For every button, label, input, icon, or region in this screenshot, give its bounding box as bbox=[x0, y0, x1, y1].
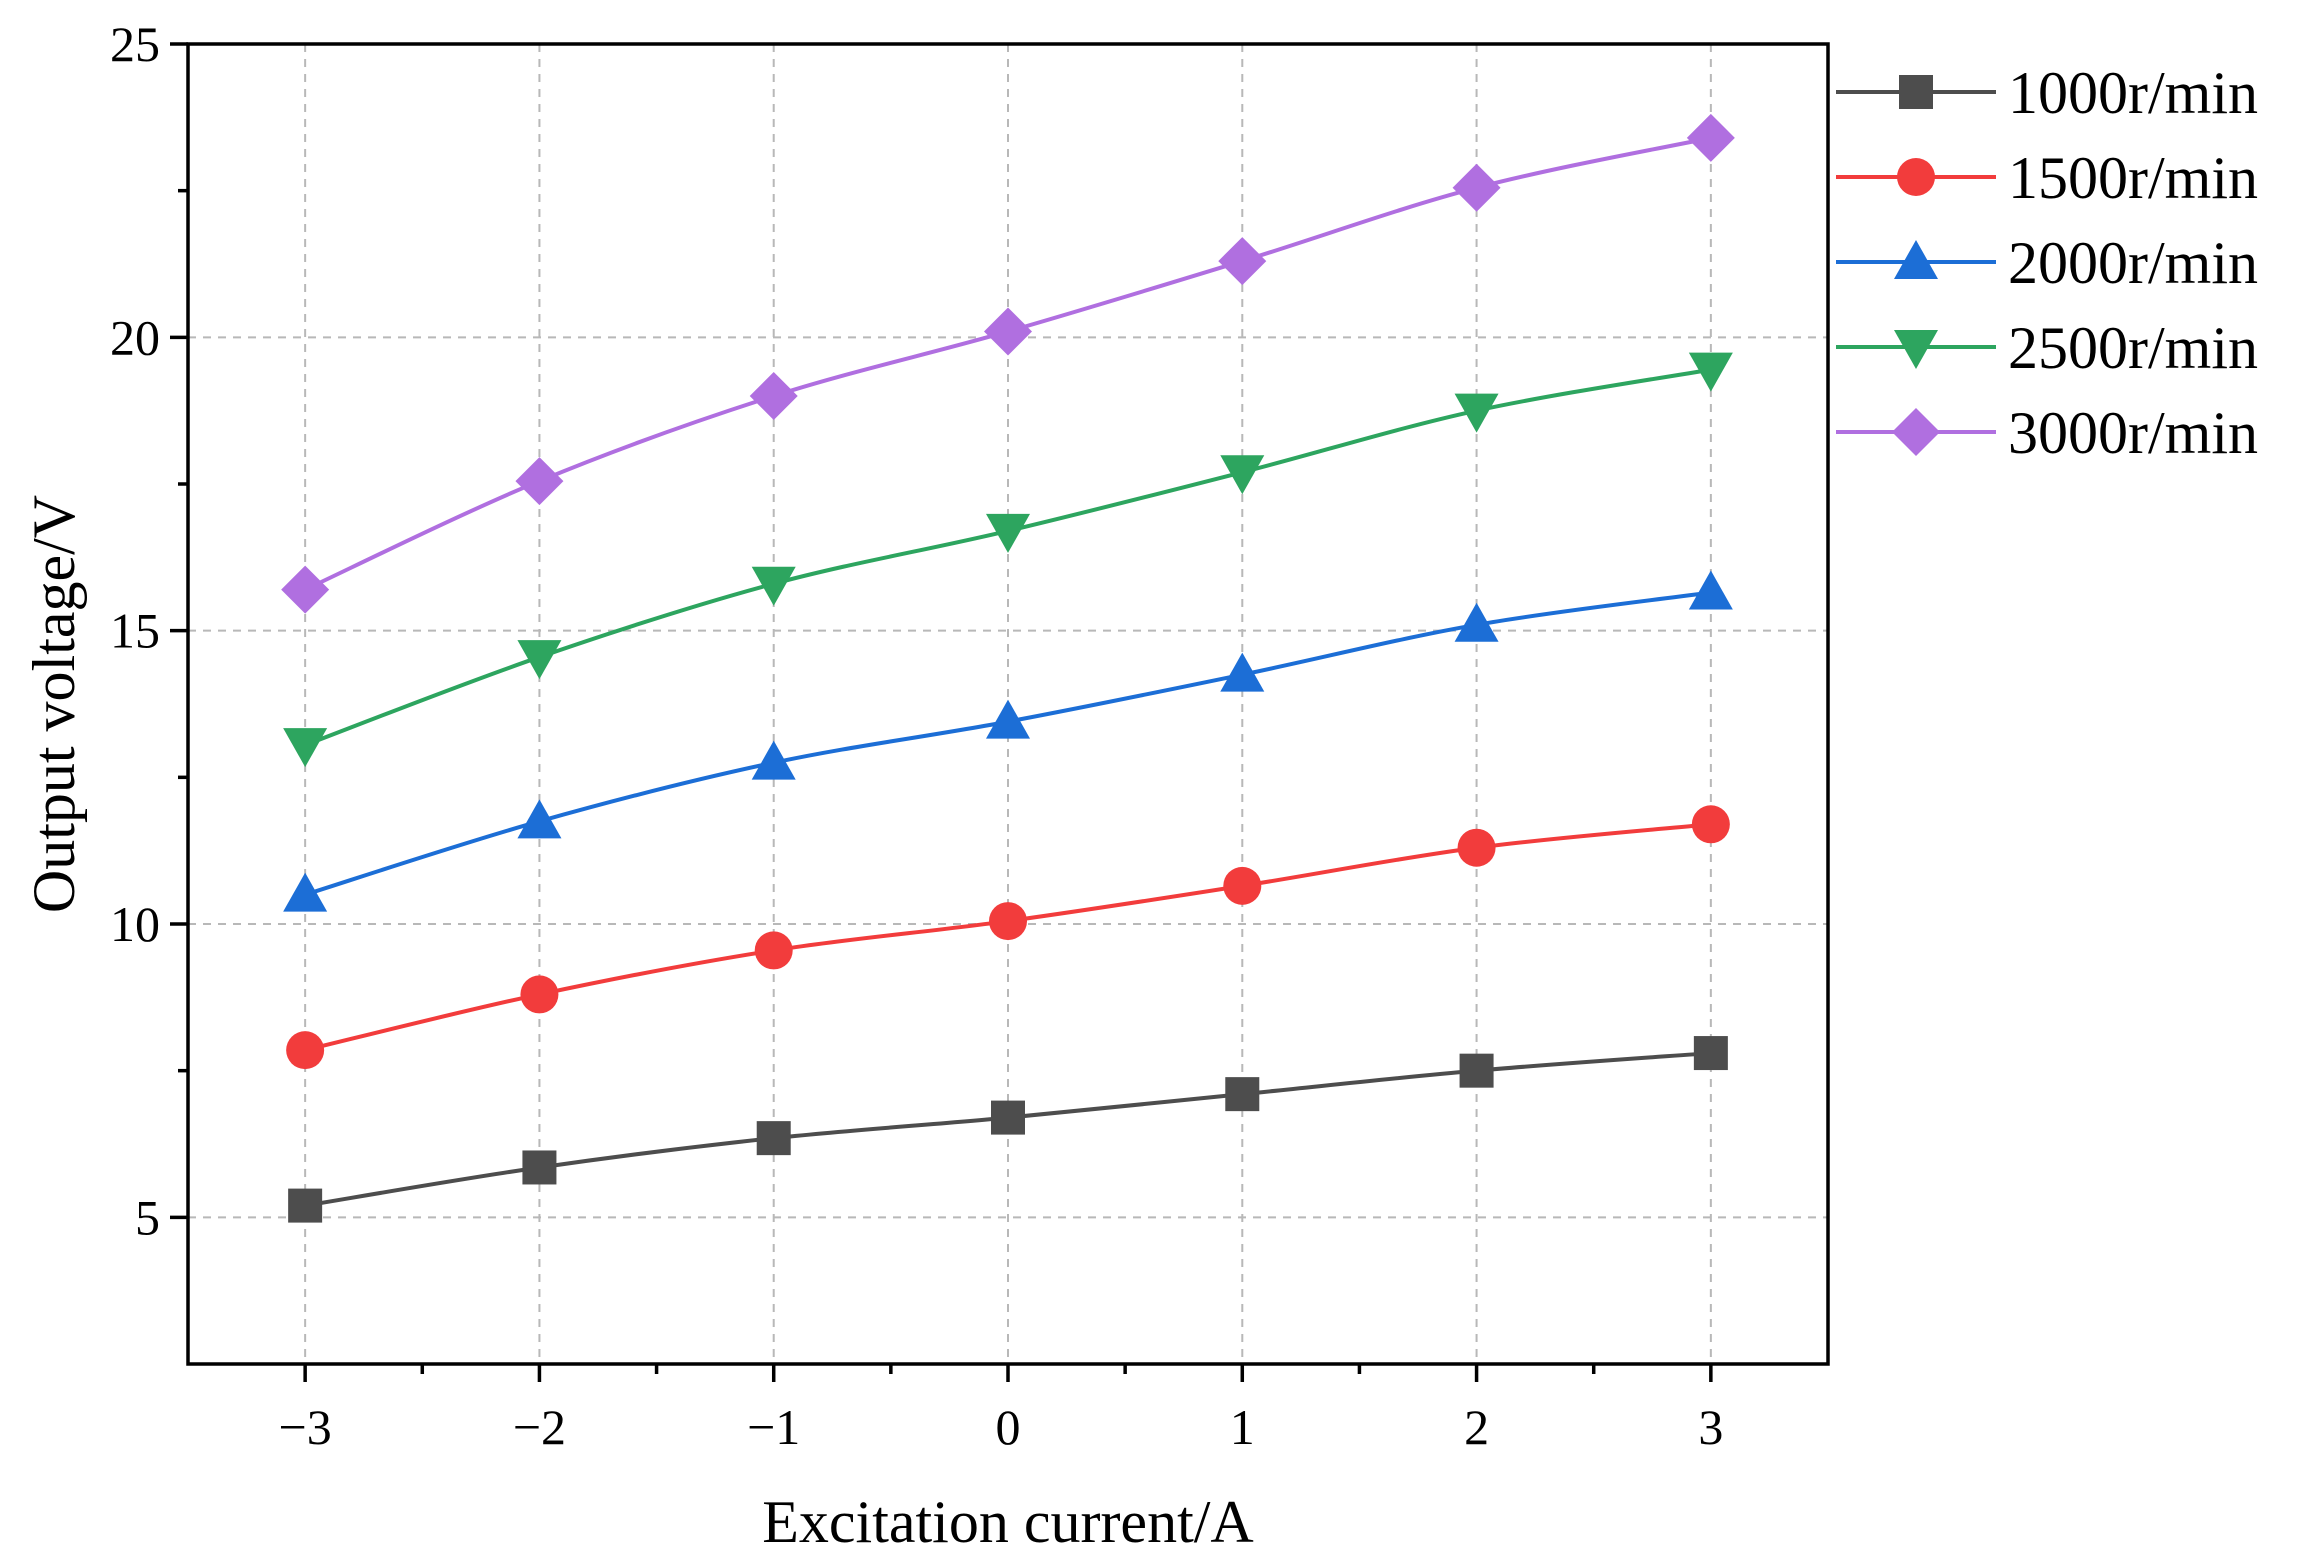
data-point bbox=[1454, 602, 1499, 642]
y-tick-label: 25 bbox=[110, 16, 160, 72]
legend-label: 2000r/min bbox=[2008, 230, 2258, 296]
data-point bbox=[1220, 652, 1265, 692]
data-point bbox=[1220, 455, 1265, 495]
data-point bbox=[756, 1121, 791, 1156]
legend-entry: 1500r/min bbox=[1836, 145, 2258, 211]
legend-marker bbox=[1892, 408, 1940, 456]
x-tick-label: −3 bbox=[279, 1399, 332, 1455]
legend-entry: 1000r/min bbox=[1836, 60, 2258, 126]
data-point bbox=[751, 740, 796, 780]
data-point bbox=[286, 1031, 325, 1070]
legend-label: 1500r/min bbox=[2008, 145, 2258, 211]
legend-entry: 3000r/min bbox=[1836, 400, 2258, 466]
data-point bbox=[1454, 393, 1499, 433]
data-point bbox=[1457, 828, 1496, 867]
y-axis-title: Output voltage/V bbox=[21, 495, 87, 913]
data-point bbox=[517, 799, 562, 839]
series-1500r-min bbox=[286, 805, 1730, 1070]
data-point bbox=[515, 457, 564, 506]
data-point bbox=[283, 728, 328, 768]
series-layer bbox=[281, 113, 1735, 1223]
legend-marker bbox=[1897, 158, 1935, 196]
x-tick-label: 1 bbox=[1230, 1399, 1255, 1455]
data-point bbox=[1691, 805, 1730, 844]
x-tick-label: 2 bbox=[1464, 1399, 1489, 1455]
x-axis-title: Excitation current/A bbox=[762, 1489, 1253, 1555]
data-point bbox=[984, 307, 1032, 356]
legend-label: 2500r/min bbox=[2008, 315, 2258, 381]
data-point bbox=[1459, 1053, 1494, 1088]
data-point bbox=[288, 1188, 323, 1223]
data-point bbox=[989, 902, 1027, 941]
tick-labels: −3 −2 −1 0 1 2 3 5 10 15 20 25 bbox=[110, 16, 1723, 1455]
data-point bbox=[1693, 1036, 1728, 1071]
y-tick-label: 20 bbox=[110, 309, 160, 365]
data-point bbox=[1452, 163, 1501, 212]
legend-label: 3000r/min bbox=[2008, 400, 2258, 466]
legend-entry: 2500r/min bbox=[1836, 315, 2258, 381]
x-tick-label: 3 bbox=[1698, 1399, 1723, 1455]
legend-marker bbox=[1894, 330, 1938, 369]
data-point bbox=[1225, 1077, 1260, 1112]
y-tick-label: 15 bbox=[110, 603, 160, 659]
legend-label: 1000r/min bbox=[2008, 60, 2258, 126]
legend-entry: 2000r/min bbox=[1836, 230, 2258, 296]
x-tick-label: −2 bbox=[513, 1399, 566, 1455]
series-2000r-min bbox=[283, 570, 1733, 912]
y-tick-label: 5 bbox=[135, 1189, 160, 1245]
data-point bbox=[517, 640, 562, 680]
series-2500r-min bbox=[283, 352, 1733, 768]
data-point bbox=[1688, 352, 1733, 392]
data-point bbox=[986, 513, 1030, 553]
data-point bbox=[1686, 113, 1735, 162]
y-tick-label: 10 bbox=[110, 896, 160, 952]
data-point bbox=[520, 975, 559, 1014]
x-tick-label: −1 bbox=[747, 1399, 800, 1455]
data-point bbox=[751, 566, 796, 606]
data-point bbox=[1688, 570, 1733, 610]
data-point bbox=[991, 1100, 1025, 1135]
data-point bbox=[1223, 866, 1262, 905]
series-1000r-min bbox=[288, 1036, 1728, 1223]
legend-marker bbox=[1894, 240, 1938, 279]
data-point bbox=[283, 872, 328, 912]
data-point bbox=[522, 1150, 557, 1185]
x-tick-label: 0 bbox=[996, 1399, 1021, 1455]
legend-marker bbox=[1899, 75, 1933, 109]
axis-ticks bbox=[170, 42, 1713, 1382]
data-point bbox=[281, 565, 330, 614]
legend: 1000r/min 1500r/min 2000r/min 2500r/min 3000… bbox=[1836, 60, 2258, 466]
data-point bbox=[749, 372, 798, 420]
series-3000r-min bbox=[281, 113, 1735, 614]
data-point bbox=[754, 931, 793, 970]
data-point bbox=[986, 699, 1030, 739]
data-point bbox=[1218, 237, 1267, 286]
